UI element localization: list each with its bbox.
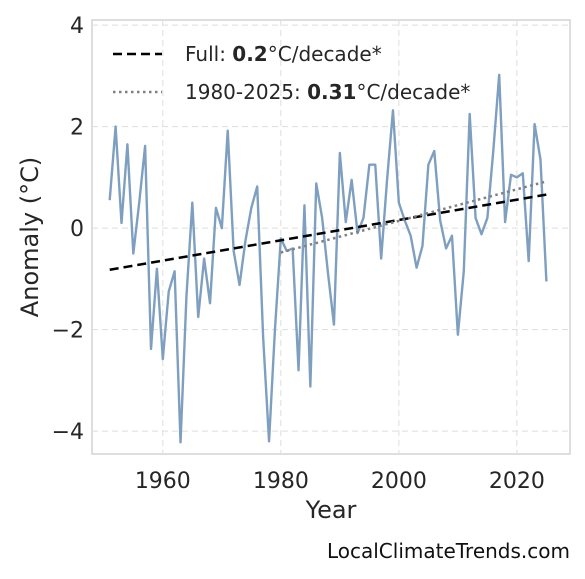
tick-labels: 1960 1980 2000 2020 −4 −2 0 2 4 [52,14,545,494]
x-tick-label: 2020 [489,469,545,494]
grid [92,20,570,454]
plot-area [91,19,571,455]
legend-recent-rate: 0.31 [307,80,356,104]
y-tick-label: 4 [70,14,84,39]
legend-full-prefix: Full: [185,42,232,66]
legend-full-suffix: °C/decade* [268,42,382,66]
x-tick-label: 1960 [135,469,191,494]
x-axis-label: Year [305,496,357,524]
y-tick-label: −2 [52,319,84,344]
full-trend-line [109,193,547,271]
recent-trend-line [280,180,547,254]
y-tick-label: −4 [52,420,84,445]
legend-recent-suffix: °C/decade* [356,80,470,104]
x-tick-label: 2000 [371,469,427,494]
legend-label-recent: 1980-2025: 0.31°C/decade* [185,80,470,104]
legend-label-full: Full: 0.2°C/decade* [185,42,382,66]
y-tick-label: 2 [70,116,84,141]
y-tick-label: 0 [70,217,84,242]
legend: Full: 0.2°C/decade* 1980-2025: 0.31°C/de… [113,42,470,104]
legend-recent-prefix: 1980-2025: [185,80,307,104]
series-layer [108,73,548,444]
x-tick-label: 1980 [253,469,309,494]
anomaly-series-line [108,73,548,444]
legend-full-rate: 0.2 [232,42,267,66]
y-axis-label: Anomaly (°C) [16,157,44,317]
site-credit: LocalClimateTrends.com [327,539,570,563]
